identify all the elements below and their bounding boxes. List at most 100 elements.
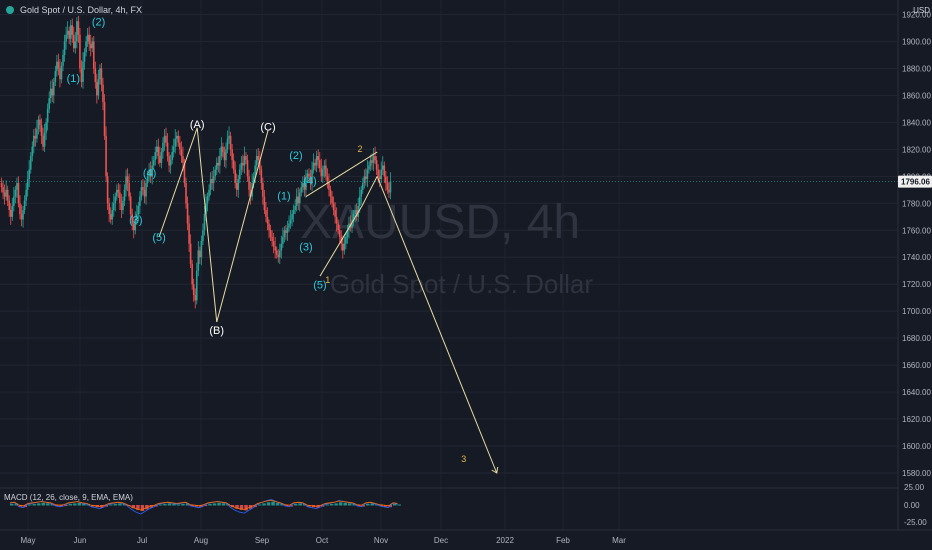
candle-body [302,183,304,188]
candle-body [160,152,163,163]
candle-body [68,30,70,39]
candle-body [82,61,84,82]
symbol-title[interactable]: Gold Spot / U.S. Dollar, 4h, FX [20,5,143,15]
trend-line [305,151,378,197]
y-tick-label: 1700.00 [902,307,931,316]
candle-body [168,156,170,166]
macd-histogram-bar [275,502,280,506]
macd-histogram-bar [41,502,46,506]
macd-histogram-bar [298,503,302,506]
wave-label: (5) [313,279,326,291]
candle-body [212,176,215,184]
candle-body [374,156,376,161]
macd-histogram-bar [64,505,68,507]
candle-body [342,243,344,251]
candle-body [59,68,61,80]
macd-tick-label: -25.00 [904,518,927,527]
candle-body [372,156,375,163]
candle-body [162,142,164,153]
candle-body [240,162,243,170]
x-tick-label: Nov [374,536,388,545]
wave-label: 2 [358,144,363,154]
candle-body [325,165,327,177]
candle-body [323,165,326,170]
candle-body [129,196,132,215]
candle-body [71,25,74,35]
macd-histogram-bar [356,505,361,507]
candle-body [51,88,54,96]
x-tick-label: Aug [194,536,208,545]
candle-body [214,169,217,177]
wave-label: (A) [190,119,205,131]
candle-body [42,135,44,147]
x-tick-label: Jul [137,536,147,545]
candle-body [26,179,29,190]
candle-body [329,189,332,197]
trend-line [196,127,218,323]
y-tick-label: 1620.00 [902,415,931,424]
wave-label: (B) [209,325,224,337]
candle-body [140,187,143,197]
candle-body [96,81,98,96]
macd-histogram-bar [46,503,50,506]
candle-body [116,189,118,197]
y-tick-label: 1920.00 [902,11,931,20]
market-status-dot [6,6,14,14]
macd-histogram-bar [203,505,208,507]
candle-body [202,230,204,242]
candle-body [211,179,213,184]
macd-histogram-bar [397,504,401,506]
candle-body [0,183,3,188]
candle-body [139,196,141,206]
candle-body [63,41,66,55]
candle-body [79,34,81,69]
candle-body [36,129,38,139]
macd-histogram-bar [365,503,370,506]
candle-body [9,210,12,217]
candle-body [363,176,366,184]
macd-indicator-label[interactable]: MACD (12, 26, close, 9, EMA, EMA) [4,493,133,502]
candle-body [169,160,172,166]
candle-body [29,156,32,170]
candle-body [145,183,147,197]
candle-body [97,79,100,96]
candle-body [40,125,43,136]
candle-body [199,250,201,258]
candle-body [185,183,187,204]
macd-histogram-bar [136,505,140,510]
candle-body [156,146,158,153]
candle-body [39,119,41,126]
watermark-description: Gold Spot / U.S. Dollar [330,269,593,299]
macd-histogram-bar [10,503,14,506]
candle-body [311,169,313,184]
candle-body [166,142,169,157]
candle-body [208,189,210,197]
candle-body [219,156,221,166]
candle-body [99,68,101,80]
candle-body [19,203,21,215]
candle-body [20,214,23,220]
candle-body [306,173,309,180]
candle-body [136,214,138,220]
y-tick-label: 1900.00 [902,37,931,46]
macd-histogram-bar [163,503,167,506]
candle-body [128,183,130,197]
candle-body [389,181,392,193]
macd-histogram-bar [370,503,374,506]
candle-body [371,160,373,163]
macd-histogram-bar [167,503,172,506]
candle-body [278,250,281,258]
candle-body [94,68,97,82]
candle-body [53,81,55,96]
macd-histogram-bar [82,503,86,506]
candle-body [291,214,293,220]
candle-body [89,44,92,49]
candle-body [263,196,266,211]
macd-histogram-bar [262,503,266,506]
macd-histogram-bar [266,502,271,506]
y-tick-label: 1840.00 [902,118,931,127]
candle-body [33,135,35,147]
candle-body [112,203,115,211]
